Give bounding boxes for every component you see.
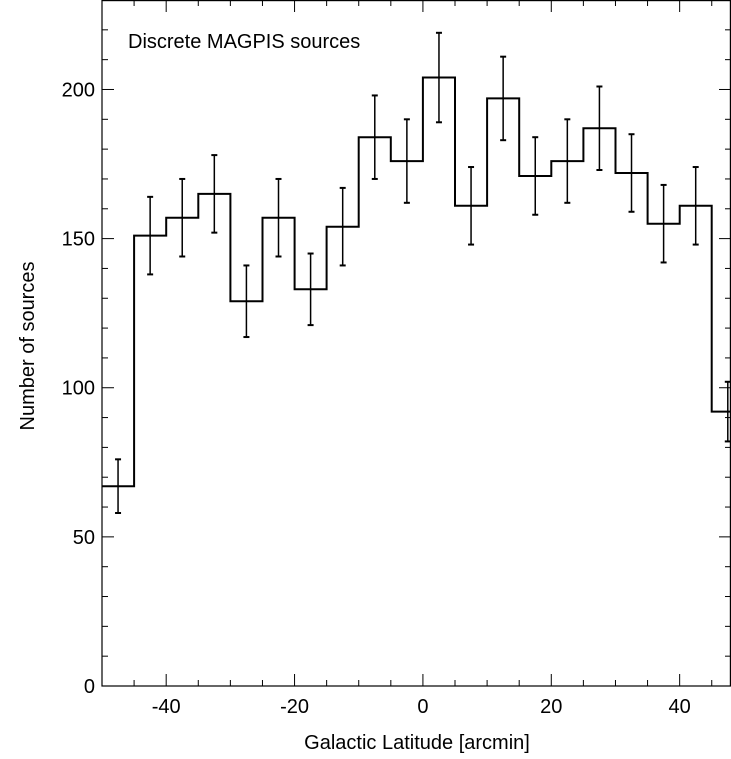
error-bar [468,166,475,246]
error-bar [147,195,154,276]
y-axis-title: Number of sources [17,262,39,431]
plot-frame [101,0,731,687]
error-bar [532,136,539,216]
histogram-step-line [102,76,731,488]
y-tick-label: 50 [73,527,95,549]
y-tick-label: 0 [84,676,95,698]
major-ticks [102,0,731,687]
error-bar [307,252,314,327]
y-tick-label: 150 [62,229,95,251]
chart-annotation: Discrete MAGPIS sources [128,31,360,53]
error-bar [564,118,571,204]
error-bar [179,177,186,258]
error-bar [275,177,282,258]
error-bar [211,154,218,234]
error-bar [371,94,378,180]
y-tick-label: 200 [62,79,95,101]
error-bar [500,55,507,142]
error-bar [692,166,699,246]
error-bar [339,186,346,267]
error-bar [596,85,603,172]
x-axis-title: Galactic Latitude [arcmin] [304,732,530,754]
x-tick-labels: -40 -20 0 20 40 [152,696,691,718]
error-bars [115,31,731,515]
error-bar [115,458,122,515]
error-bar [660,183,667,264]
error-bar [243,264,250,339]
error-bar [403,118,410,204]
error-bar [435,31,442,124]
error-bar [628,133,635,213]
x-tick-label: 0 [417,696,428,718]
x-tick-label: 40 [669,696,691,718]
y-tick-labels: 0 50 100 150 200 [62,79,95,698]
error-bar [724,380,731,443]
x-tick-label: 20 [540,696,562,718]
x-tick-label: -20 [280,696,309,718]
minor-ticks [101,0,731,686]
x-tick-label: -40 [152,696,181,718]
y-tick-label: 100 [62,378,95,400]
